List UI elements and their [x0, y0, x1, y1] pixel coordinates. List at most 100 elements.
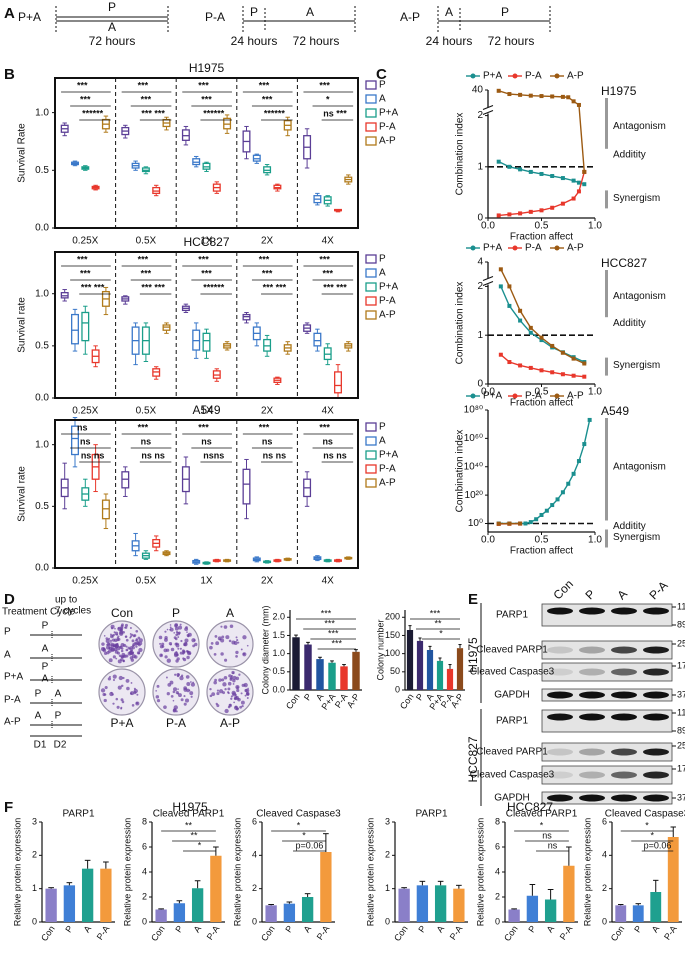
y-tick-label: 50: [390, 666, 400, 676]
colony-dot: [230, 697, 233, 700]
legend-swatch: [365, 122, 377, 132]
point: [550, 94, 555, 99]
drug-mark: P: [108, 0, 116, 14]
colony-dot: [237, 641, 240, 644]
colony-dot: [232, 679, 236, 683]
colony-dot: [125, 679, 130, 683]
marker-label: 25: [677, 638, 685, 648]
duration: 24 hours: [231, 34, 278, 48]
colony-dot: [216, 689, 220, 692]
y-tick-label: 0.5: [35, 340, 49, 351]
lane-label: P-A: [646, 578, 670, 602]
x-tick-label: 0.0: [481, 535, 495, 546]
colony-dot: [179, 647, 182, 650]
x-tick-label: A: [435, 924, 447, 935]
bar: [352, 651, 360, 690]
colony-dot: [116, 705, 120, 709]
bar: [81, 868, 94, 922]
drug-mark: A: [108, 20, 116, 34]
y-tick-label: 8: [495, 816, 500, 826]
colony-dot: [122, 676, 125, 680]
significance: *: [645, 820, 649, 830]
schedule-label: P+A: [18, 10, 41, 24]
point: [560, 350, 565, 355]
bar: [615, 905, 627, 922]
y-tick-label: 2: [495, 891, 500, 901]
significance: p=0.06: [296, 840, 324, 850]
point: [498, 284, 503, 289]
significance: ***: [198, 422, 209, 432]
colony-dot: [117, 685, 122, 690]
point: [582, 374, 587, 379]
row-label: P-A: [4, 695, 21, 706]
colony-dot: [155, 695, 160, 699]
colony-dot: [215, 641, 220, 646]
y-axis-title: Colony diameter (mm): [260, 605, 270, 694]
y-tick-label: 2: [385, 850, 390, 860]
point: [539, 171, 544, 176]
band: [643, 646, 669, 654]
colony-dot: [166, 628, 169, 631]
band: [547, 646, 573, 654]
colony-dot: [135, 629, 139, 633]
colony-dot: [156, 684, 160, 688]
colony-dot: [166, 692, 170, 696]
y-tick-label: 10⁶⁰: [464, 433, 483, 444]
band: [643, 607, 669, 615]
significance: ns: [322, 436, 333, 446]
colony-dot: [129, 633, 132, 635]
cell-line-label: H1975: [466, 637, 480, 673]
drug-mark: A: [445, 5, 453, 19]
panel-label: D: [4, 591, 15, 608]
legend-swatch: [365, 464, 377, 474]
colony-dot: [235, 636, 238, 639]
cell-line-label: HCC827: [466, 736, 480, 782]
significance: ns ns: [323, 450, 347, 460]
point: [528, 169, 533, 174]
bar: [398, 888, 410, 922]
colony-dot: [125, 648, 129, 652]
colony-dot: [125, 645, 128, 648]
colony-dot: [238, 673, 241, 676]
x-tick-label: 1X: [200, 576, 213, 587]
protein-label: Cleaved PARP1: [476, 645, 548, 656]
colony-dot: [186, 682, 191, 687]
point: [582, 361, 587, 366]
cycle-label: Treatment Cycle: [2, 607, 75, 618]
colony-dot: [100, 688, 106, 693]
chart-title: Cleaved PARP1: [506, 809, 578, 820]
colony-dot: [172, 699, 175, 702]
colony-dot: [110, 633, 112, 636]
colony-dot: [186, 631, 188, 633]
colony-dot: [232, 692, 237, 697]
x-tick-label: P: [526, 924, 538, 935]
y-tick-label: 1.0: [272, 648, 285, 658]
drug-mark: A: [55, 689, 62, 700]
colony-dot: [138, 638, 143, 643]
x-tick-label: A: [650, 924, 662, 935]
colony-dot: [126, 686, 130, 691]
duration: 24 hours: [426, 34, 473, 48]
point: [496, 159, 501, 164]
legend-swatch: [365, 436, 377, 446]
zone-label: Antagonism: [613, 291, 666, 302]
colony-dot: [163, 637, 168, 642]
point: [550, 503, 555, 508]
chart-title: HCC827: [183, 235, 229, 249]
x-tick-label: 0.25X: [72, 576, 98, 587]
point: [582, 442, 587, 447]
colony-dot: [120, 658, 123, 662]
y-axis-title: Combination index: [455, 282, 466, 365]
colony-dot: [120, 684, 124, 688]
bar: [63, 885, 76, 922]
colony-dot: [133, 634, 137, 637]
point: [539, 368, 544, 373]
colony-dot: [156, 699, 161, 703]
zone-bar: [605, 418, 608, 521]
point: [496, 88, 501, 93]
colony-dot: [178, 693, 182, 698]
group-title: HCC827: [507, 800, 553, 814]
colony-dot: [110, 691, 113, 694]
colony-dot: [222, 682, 227, 687]
